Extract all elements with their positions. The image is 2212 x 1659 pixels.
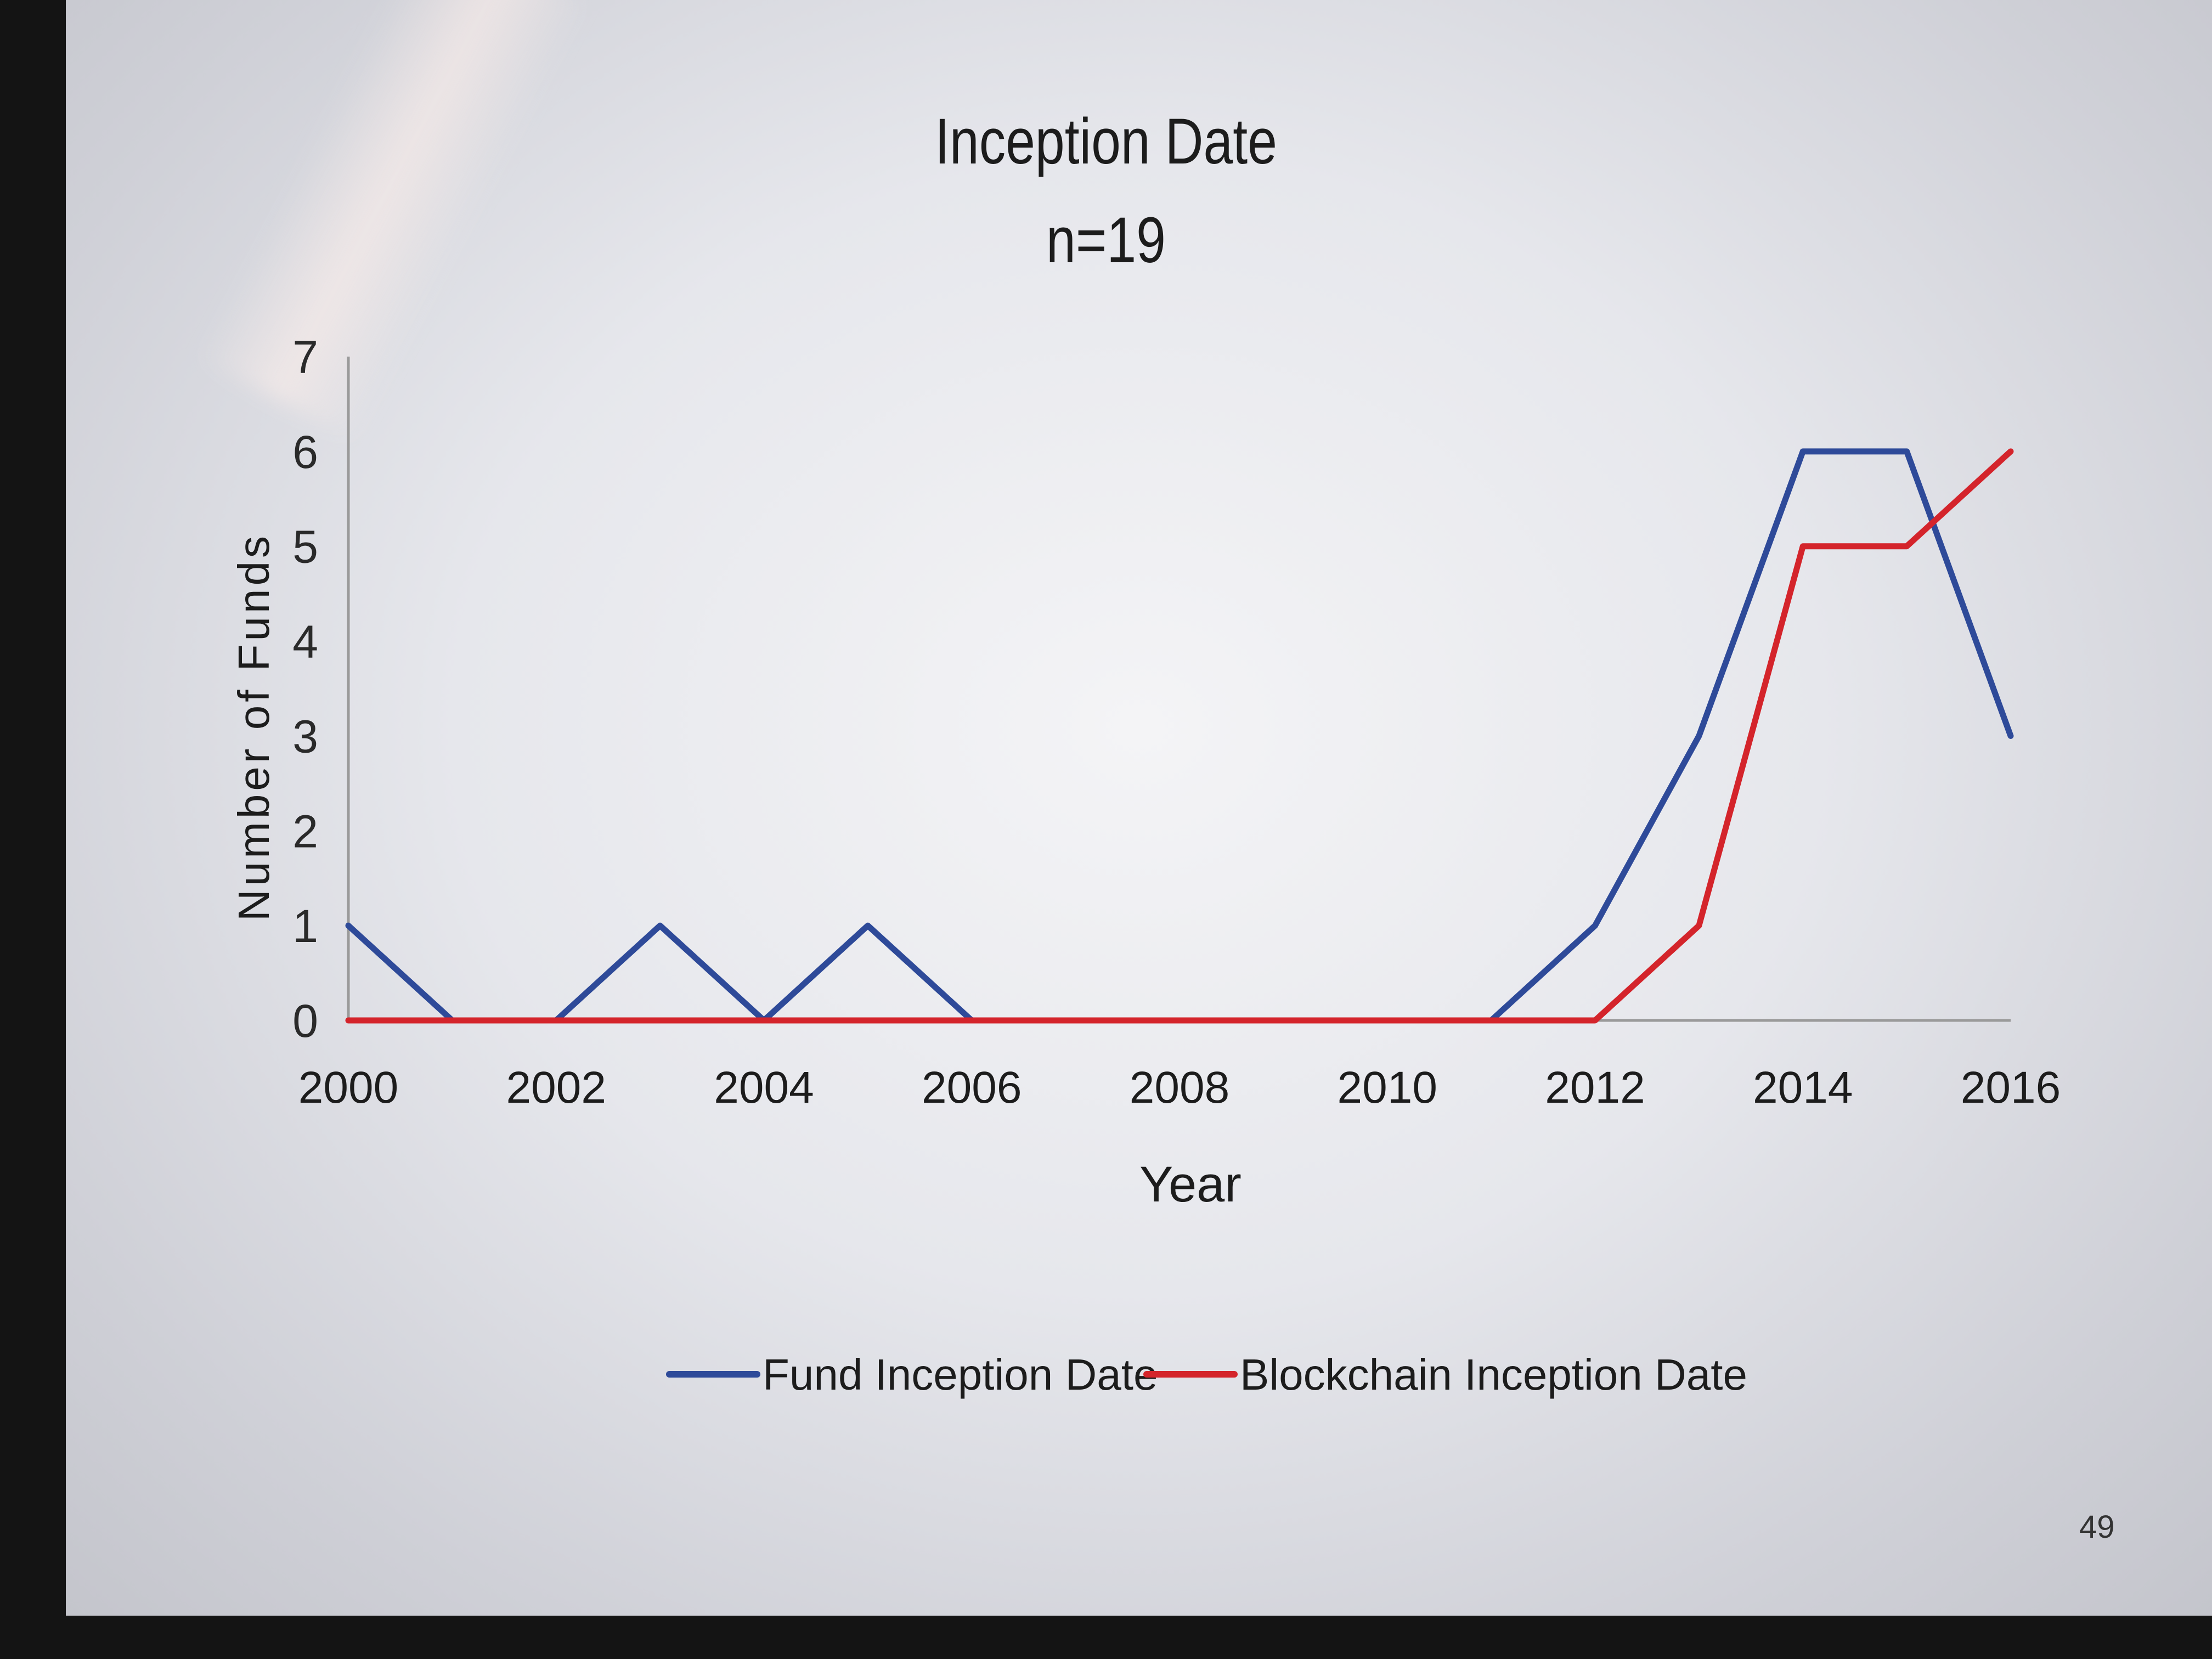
y-tick-label: 6 [292, 426, 318, 478]
x-tick-label: 2010 [1338, 1063, 1437, 1113]
presentation-slide [66, 0, 2212, 1616]
x-tick-label: 2008 [1130, 1063, 1229, 1113]
y-tick-label: 2 [292, 805, 318, 857]
x-tick-label: 2014 [1753, 1063, 1853, 1113]
chart-subtitle: n=19 [1046, 204, 1166, 276]
series-line-2 [345, 448, 2014, 1024]
y-tick-label: 4 [292, 616, 318, 668]
legend: Fund Inception Date Blockchain Inception … [666, 1350, 1747, 1399]
legend-label-1: Fund Inception Date [763, 1350, 1158, 1399]
y-axis-label: Number of Funds [229, 533, 278, 921]
x-axis-label: Year [1139, 1156, 1242, 1212]
legend-label-2: Blockchain Inception Date [1240, 1350, 1747, 1399]
y-tick-label: 7 [292, 331, 318, 383]
slide-page-number: 49 [2079, 1509, 2115, 1545]
series-line-1 [345, 448, 2014, 1024]
y-tick-labels: 0 1 2 3 4 5 6 7 [292, 331, 318, 1047]
y-tick-label: 1 [292, 900, 318, 952]
y-tick-label: 3 [292, 710, 318, 762]
x-tick-label: 2016 [1961, 1063, 2061, 1113]
series-layer [345, 448, 2014, 1024]
chart-title: Inception Date [935, 105, 1277, 178]
y-tick-label: 5 [292, 521, 318, 573]
x-tick-label: 2000 [298, 1063, 398, 1113]
x-tick-labels: 2000 2002 2004 2006 2008 2010 2012 2014 2016 [298, 1063, 2061, 1113]
x-tick-label: 2004 [714, 1063, 814, 1113]
x-tick-label: 2002 [506, 1063, 606, 1113]
x-tick-label: 2006 [922, 1063, 1022, 1113]
y-tick-label: 0 [292, 995, 318, 1047]
x-tick-label: 2012 [1545, 1063, 1645, 1113]
